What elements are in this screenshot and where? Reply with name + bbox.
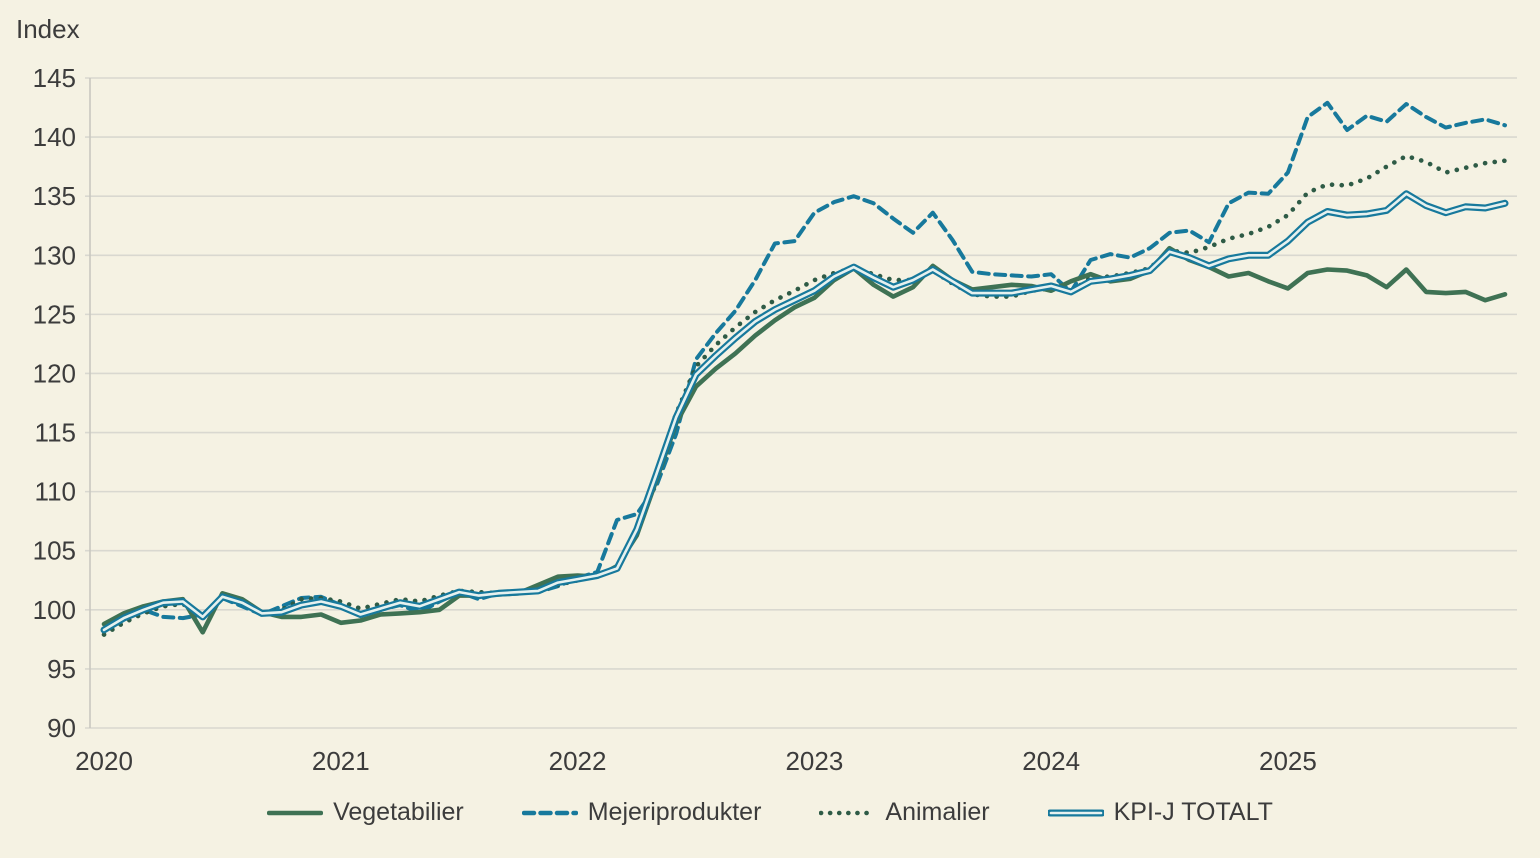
legend-swatch-solid (267, 810, 324, 815)
x-tick-label-2024: 2024 (1022, 746, 1080, 776)
legend-label: KPI-J TOTALT (1113, 798, 1273, 826)
x-tick-label-2020: 2020 (75, 746, 133, 776)
y-tick-label-100: 100 (33, 595, 76, 625)
series-line-animalier (101, 153, 1508, 637)
y-tick-label-115: 115 (35, 418, 76, 448)
x-tick-label-2025: 2025 (1259, 746, 1317, 776)
y-tick-label-135: 135 (33, 181, 76, 211)
x-tick-labels: 2020 2021 2022 2023 2024 2025 (75, 746, 1317, 776)
y-tick-label-140: 140 (33, 122, 76, 152)
y-tick-label-95: 95 (47, 654, 76, 684)
y-tick-label-105: 105 (33, 536, 76, 566)
series-line-mejeriprodukter (102, 100, 1507, 634)
y-tick-labels: 145 140 135 130 125 120 115 110 105 100 95 90 (33, 63, 76, 743)
y-tick-label-120: 120 (33, 358, 76, 388)
x-tick-label-2021: 2021 (312, 746, 370, 776)
x-tick-label-2023: 2023 (785, 746, 843, 776)
legend-item-mejeriprodukter[interactable]: Mejeriprodukter (521, 798, 762, 827)
legend-item-vegetabilier[interactable]: Vegetabilier (267, 798, 464, 827)
y-tick-label-125: 125 (33, 299, 76, 329)
chart-legend: Vegetabilier Mejeriprodukter Animalier KPI-… (0, 798, 1540, 827)
series-line-vegetabilier (101, 245, 1508, 635)
legend-item-animalier[interactable]: Animalier (819, 798, 990, 827)
legend-item-kpi-j-totalt[interactable]: KPI-J TOTALT (1047, 798, 1273, 827)
y-tick-label-90: 90 (47, 713, 76, 743)
y-tick-label-110: 110 (35, 477, 76, 507)
y-axis-title: Index (16, 14, 80, 44)
legend-label: Mejeriprodukter (587, 798, 762, 826)
series-line-kpi-j-totalt (100, 190, 1509, 634)
legend-swatch-dotted (819, 810, 876, 815)
y-tick-label-130: 130 (33, 240, 76, 270)
series-line-kpi-j-totalt-inner (102, 192, 1507, 632)
legend-label: Vegetabilier (333, 798, 464, 826)
legend-swatch-dashed (521, 810, 578, 815)
y-tick-label-145: 145 (33, 63, 76, 93)
x-tick-label-2022: 2022 (549, 746, 607, 776)
legend-label: Animalier (885, 798, 990, 826)
gridlines (85, 77, 1517, 729)
data-series-lines (100, 100, 1509, 637)
legend-swatch-double (1047, 809, 1104, 816)
